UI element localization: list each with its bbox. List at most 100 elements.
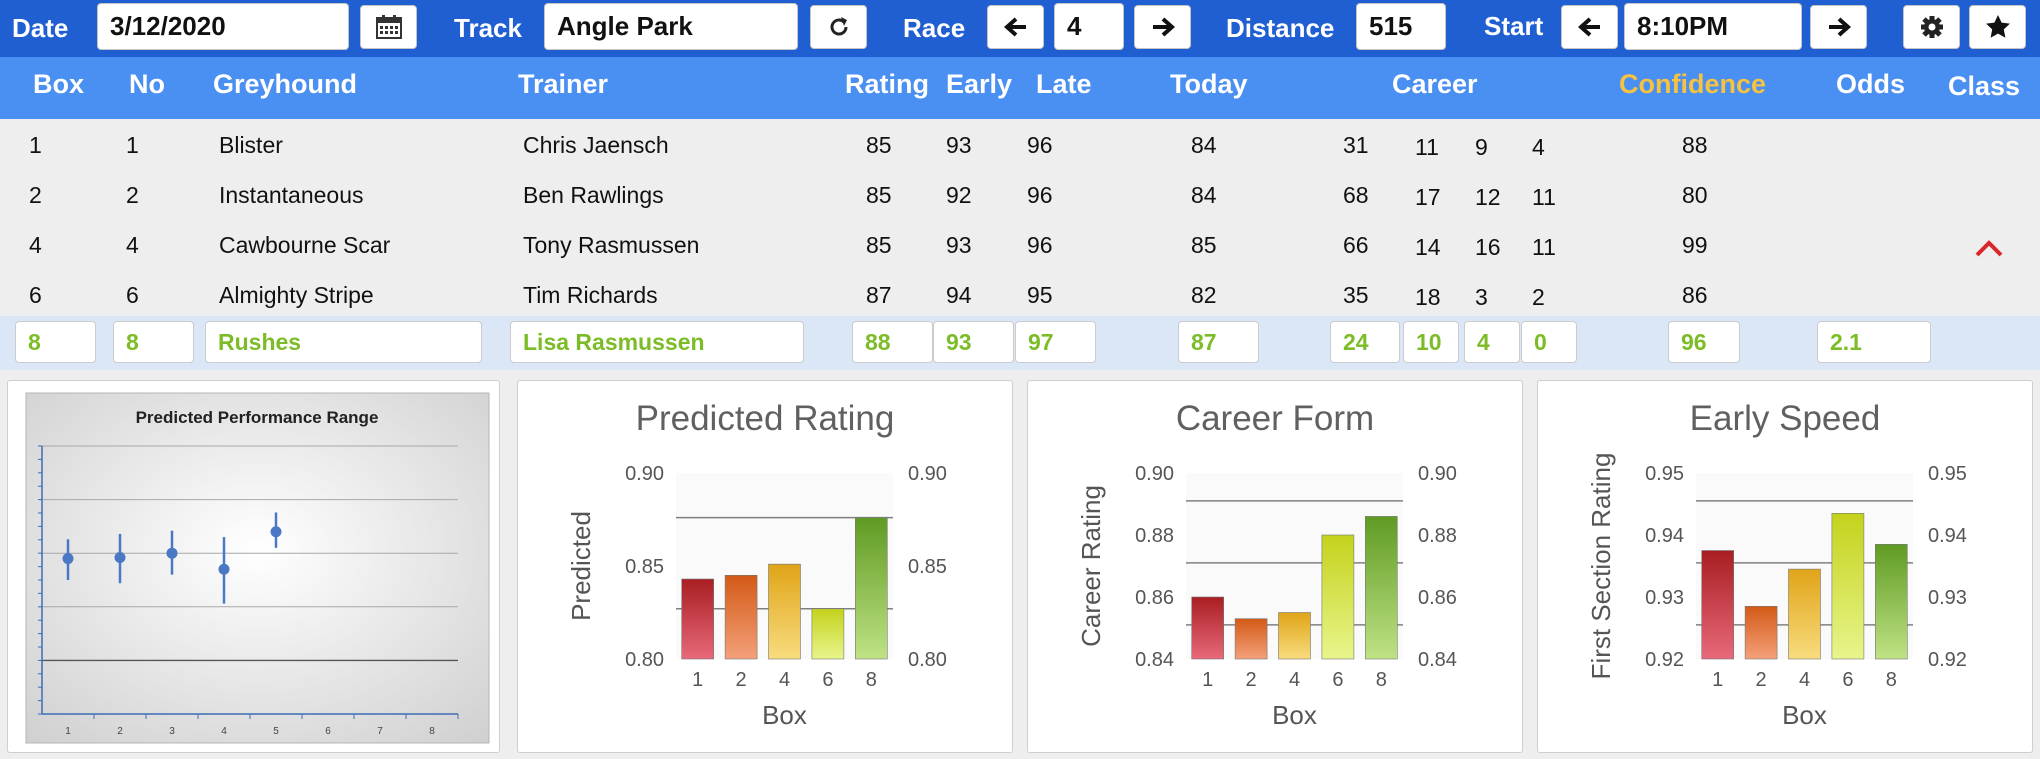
bar — [811, 608, 845, 660]
date-input[interactable]: 3/12/2020 — [97, 3, 349, 50]
col-odds[interactable]: Odds — [1836, 69, 1906, 99]
start-prev-button[interactable] — [1561, 5, 1618, 49]
favorite-button[interactable] — [1969, 5, 2026, 49]
race-input[interactable]: 4 — [1054, 3, 1124, 50]
bar — [1831, 513, 1865, 660]
sel-career-wins-input[interactable]: 10 — [1403, 321, 1459, 363]
table-row[interactable]: 1 1 Blister Chris Jaensch 85 93 96 84 31… — [0, 118, 2040, 168]
cell-confidence: 80 — [1682, 182, 1708, 208]
secondary-y-tick-label: 0.80 — [908, 649, 947, 671]
x-tick-label: 2 — [736, 669, 747, 691]
cell-trainer: Tim Richards — [523, 282, 658, 308]
sel-no-input[interactable]: 8 — [113, 321, 194, 363]
cell-late: 95 — [1027, 282, 1053, 308]
cell-no: 1 — [126, 132, 139, 158]
cell-rating: 85 — [866, 132, 892, 158]
sel-early-input[interactable]: 93 — [933, 321, 1014, 363]
data-point — [114, 551, 126, 563]
col-class[interactable]: Class — [1948, 71, 2021, 101]
arrow-left-icon — [1577, 17, 1600, 37]
early-speed-panel: Early Speed 1 2 4 6 8 0.92 0.93 0.94 0.95 0.92 0.9… — [1537, 380, 2033, 753]
race-next-button[interactable] — [1134, 5, 1191, 49]
cell-greyhound: Cawbourne Scar — [219, 232, 391, 258]
col-confidence[interactable]: Confidence — [1619, 69, 1767, 99]
y-tick-label: 0.84 — [1135, 649, 1174, 671]
cell-rating: 85 — [866, 182, 892, 208]
y-tick-label: 0.80 — [625, 649, 664, 671]
sel-box-input[interactable]: 8 — [15, 321, 96, 363]
col-career[interactable]: Career — [1392, 69, 1478, 99]
col-rating[interactable]: Rating — [845, 69, 929, 99]
track-input[interactable]: Angle Park — [544, 3, 798, 50]
secondary-y-tick-label: 0.93 — [1928, 587, 1967, 609]
col-trainer[interactable]: Trainer — [518, 69, 609, 99]
secondary-y-tick-label: 0.94 — [1928, 525, 1967, 547]
sel-trainer-input[interactable]: Lisa Rasmussen — [510, 321, 804, 363]
cell-confidence: 86 — [1682, 282, 1708, 308]
calendar-button[interactable] — [360, 5, 417, 49]
cell-today: 82 — [1191, 282, 1217, 308]
cell-career-wins: 17 — [1415, 184, 1441, 210]
distance-input[interactable]: 515 — [1356, 3, 1446, 50]
x-tick-label: 4 — [221, 726, 227, 737]
col-early[interactable]: Early — [946, 69, 1013, 99]
secondary-y-tick-label: 0.84 — [1418, 649, 1457, 671]
x-tick-label: 4 — [1799, 669, 1810, 691]
x-tick-label: 8 — [1376, 669, 1387, 691]
cell-career-starts: 68 — [1343, 182, 1369, 208]
y-tick-label: 0.88 — [1135, 525, 1174, 547]
secondary-y-tick-label: 0.86 — [1418, 587, 1457, 609]
x-axis-label: Box — [1272, 700, 1317, 730]
sel-rating-input[interactable]: 88 — [852, 321, 933, 363]
race-prev-button[interactable] — [987, 5, 1044, 49]
sel-confidence-input[interactable]: 96 — [1668, 321, 1740, 363]
start-time-input[interactable]: 8:10PM — [1624, 3, 1802, 50]
cell-no: 6 — [126, 282, 139, 308]
x-tick-label: 1 — [65, 726, 71, 737]
col-late[interactable]: Late — [1036, 69, 1092, 99]
y-tick-label: 0.94 — [1645, 525, 1684, 547]
secondary-y-tick-label: 0.90 — [908, 463, 947, 485]
bar — [1191, 596, 1224, 660]
cell-today: 84 — [1191, 132, 1217, 158]
sel-late-input[interactable]: 97 — [1015, 321, 1096, 363]
sel-career-thirds-input[interactable]: 0 — [1521, 321, 1577, 363]
table-row[interactable]: 6 6 Almighty Stripe Tim Richards 87 94 9… — [0, 268, 2040, 318]
col-no[interactable]: No — [129, 69, 165, 99]
col-greyhound[interactable]: Greyhound — [213, 69, 358, 99]
y-axis-label: First Section Rating — [1586, 453, 1616, 680]
sel-today-input[interactable]: 87 — [1178, 321, 1259, 363]
refresh-button[interactable] — [810, 5, 867, 49]
table-row[interactable]: 4 4 Cawbourne Scar Tony Rasmussen 85 93 … — [0, 218, 2040, 268]
date-label: Date — [12, 13, 69, 43]
gear-icon — [1920, 16, 1943, 38]
x-tick-label: 8 — [429, 726, 435, 737]
cell-greyhound: Instantaneous — [219, 182, 364, 208]
cell-confidence: 99 — [1682, 232, 1708, 258]
sel-greyhound-input[interactable]: Rushes — [205, 321, 482, 363]
bar — [1321, 534, 1355, 660]
table-header: Box No Greyhound Trainer Rating Early La… — [0, 57, 2040, 119]
col-today[interactable]: Today — [1170, 69, 1248, 99]
sel-career-starts-input[interactable]: 24 — [1330, 321, 1400, 363]
chart-title: Career Form — [1175, 399, 1375, 438]
refresh-icon — [830, 17, 847, 36]
chart-background — [25, 392, 490, 744]
secondary-y-tick-label: 0.92 — [1928, 649, 1967, 671]
cell-greyhound: Almighty Stripe — [219, 282, 374, 308]
settings-button[interactable] — [1903, 5, 1960, 49]
sel-career-seconds-input[interactable]: 4 — [1464, 321, 1520, 363]
x-tick-label: 8 — [1886, 669, 1897, 691]
cell-career-seconds: 3 — [1475, 284, 1488, 310]
col-box[interactable]: Box — [33, 69, 85, 99]
x-axis-label: Box — [1782, 700, 1827, 730]
secondary-y-tick-label: 0.95 — [1928, 463, 1967, 485]
sel-odds-input[interactable]: 2.1 — [1817, 321, 1931, 363]
bar — [854, 517, 888, 660]
cell-box: 2 — [29, 182, 42, 208]
data-point — [62, 553, 74, 565]
x-tick-label: 1 — [692, 669, 703, 691]
chevron-up-icon[interactable] — [1974, 238, 2004, 258]
start-next-button[interactable] — [1810, 5, 1867, 49]
table-row[interactable]: 2 2 Instantaneous Ben Rawlings 85 92 96 … — [0, 168, 2040, 218]
